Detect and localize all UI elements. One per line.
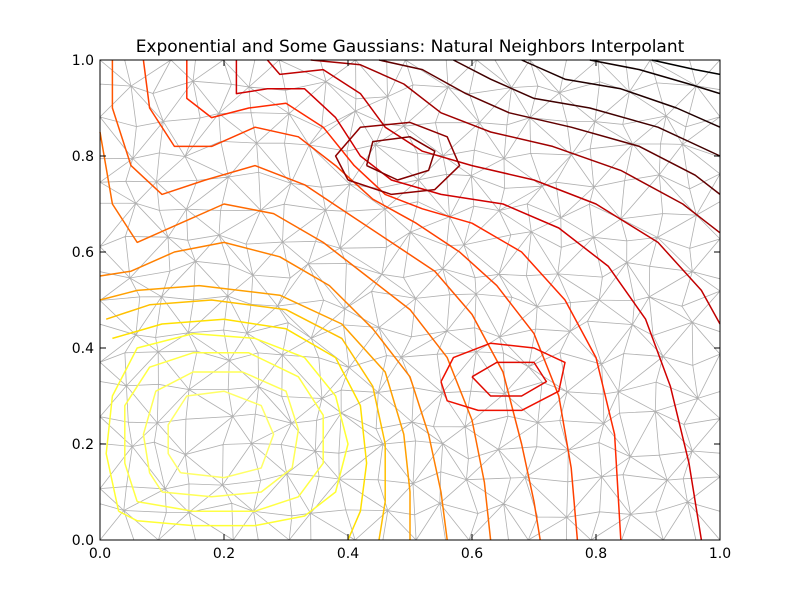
contour-lines — [99, 59, 721, 541]
y-tick: 0.8 — [72, 149, 720, 165]
contour-line-17 — [334, 121, 461, 196]
y-tick-label: 1.0 — [72, 53, 94, 69]
y-tick-label: 0.6 — [72, 245, 94, 261]
x-tick-label: 1.0 — [709, 546, 731, 562]
contour-line-0 — [105, 332, 349, 527]
x-tick: 1.0 — [709, 60, 731, 562]
y-tick: 1.0 — [72, 53, 720, 69]
contour-line-13 — [471, 361, 548, 397]
y-tick: 0.4 — [72, 341, 720, 357]
x-tick-label: 0.6 — [461, 546, 483, 562]
x-axis: 0.0 0.2 0.4 0.6 0.8 1.0 — [89, 60, 731, 562]
triangulation-edges — [99, 59, 721, 541]
contour-line-14 — [235, 60, 703, 541]
x-tick-label: 0.0 — [89, 546, 111, 562]
x-tick: 0.0 — [89, 60, 111, 562]
contour-line-4 — [112, 318, 368, 541]
x-tick: 0.8 — [585, 60, 607, 562]
contour-line-21 — [521, 59, 721, 128]
y-tick-label: 0.8 — [72, 149, 94, 165]
axes-frame — [99, 59, 721, 541]
y-tick: 0.6 — [72, 245, 720, 261]
contour-line-9 — [111, 60, 541, 541]
contour-line-20 — [453, 59, 721, 157]
x-tick: 0.2 — [213, 60, 235, 562]
contour-line-6 — [99, 284, 411, 540]
contour-line-1 — [124, 352, 324, 512]
y-axis: 0.0 0.2 0.4 0.6 0.8 1.0 — [72, 53, 720, 549]
x-tick-label: 0.4 — [337, 546, 359, 562]
contour-line-18 — [365, 136, 436, 181]
y-tick-label: 0.4 — [72, 341, 94, 357]
contour-line-3 — [167, 390, 275, 479]
y-tick-label: 0.2 — [72, 437, 94, 453]
chart-title: Exponential and Some Gaussians: Natural … — [136, 37, 685, 57]
contour-line-19 — [378, 59, 721, 195]
contour-line-11 — [186, 60, 622, 541]
contour-line-22 — [589, 59, 721, 95]
y-tick: 0.0 — [72, 533, 720, 549]
contour-line-12 — [440, 342, 566, 412]
x-tick: 0.6 — [461, 60, 483, 562]
contour-line-16 — [310, 59, 721, 234]
y-tick: 0.2 — [72, 437, 720, 453]
plot-area — [99, 59, 721, 541]
contour-line-2 — [142, 371, 300, 498]
contour-line-7 — [99, 241, 448, 541]
contour-line-10 — [142, 59, 579, 541]
y-tick-label: 0.0 — [72, 533, 94, 549]
x-tick-label: 0.8 — [585, 546, 607, 562]
contour-line-5 — [105, 299, 386, 541]
contour-line-8 — [99, 131, 492, 541]
contour-line-23 — [651, 59, 721, 76]
x-tick-label: 0.2 — [213, 546, 235, 562]
triangulation-mesh — [99, 59, 721, 541]
x-tick: 0.4 — [337, 60, 359, 562]
contour-line-15 — [266, 59, 721, 325]
